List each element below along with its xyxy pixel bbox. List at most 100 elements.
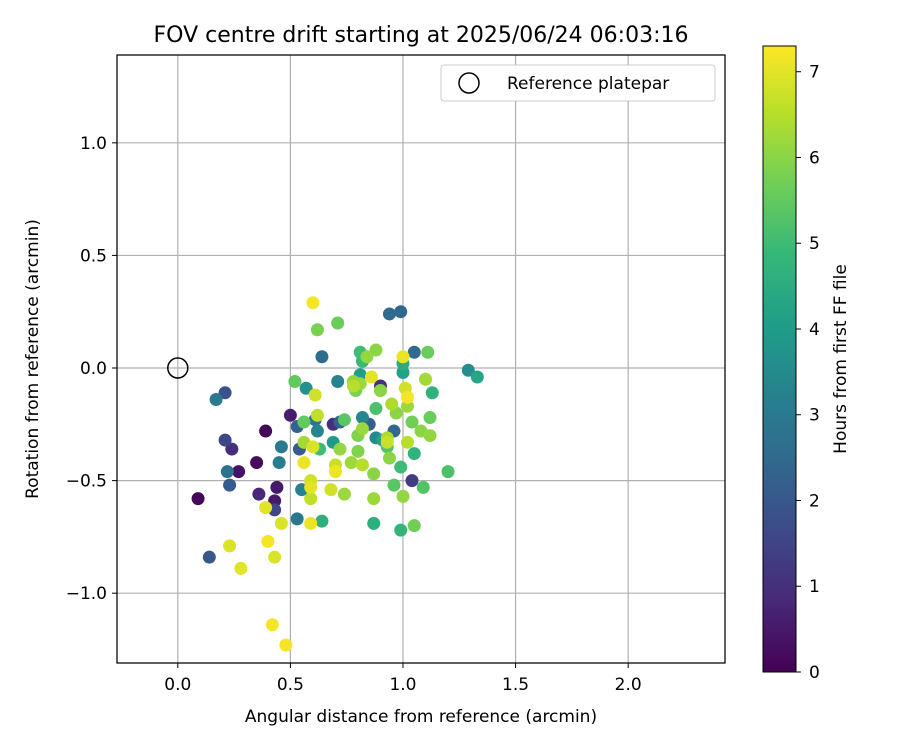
data-point	[274, 440, 288, 454]
data-point	[209, 393, 223, 407]
data-point	[344, 456, 358, 470]
x-tick-label: 1.5	[502, 675, 529, 695]
data-point	[367, 467, 381, 481]
gridlines	[117, 55, 725, 663]
data-point	[400, 390, 414, 404]
data-point	[290, 512, 304, 526]
data-point	[310, 408, 324, 422]
legend-marker-icon	[458, 72, 480, 94]
x-axis: 0.0 0.5 1.0 1.5 2.0	[164, 663, 642, 695]
data-point	[369, 343, 383, 357]
data-point	[423, 411, 437, 425]
colorbar-gradient	[762, 45, 797, 673]
data-point	[308, 388, 322, 402]
data-point	[234, 561, 248, 575]
data-point	[331, 316, 345, 330]
chart-title: FOV centre drift starting at 2025/06/24 …	[154, 23, 689, 48]
colorbar-tick-label: 1	[809, 577, 820, 597]
data-point	[346, 379, 360, 393]
data-point	[328, 465, 342, 479]
data-point	[315, 514, 329, 528]
colorbar-tick-label: 2	[809, 491, 820, 511]
data-point	[400, 399, 414, 413]
y-axis: 1.0 0.5 0.0 −0.5 −1.0	[66, 134, 117, 604]
data-point	[288, 375, 302, 389]
colorbar-tick-label: 5	[809, 234, 820, 254]
data-point	[367, 516, 381, 530]
data-point	[331, 375, 345, 389]
data-point	[272, 456, 286, 470]
colorbar: 0 1 2 3 4 5 6 7 Hours from first FF file	[762, 45, 851, 683]
y-axis-label: Rotation from reference (arcmin)	[23, 219, 43, 499]
data-point	[283, 408, 297, 422]
x-tick-label: 0.0	[164, 675, 191, 695]
data-point	[441, 465, 455, 479]
data-point	[400, 435, 414, 449]
y-tick-label: 0.0	[80, 359, 107, 379]
data-point	[250, 456, 264, 470]
data-point	[270, 480, 284, 494]
data-point	[405, 474, 419, 488]
data-point	[419, 372, 433, 386]
data-point	[394, 460, 408, 474]
y-tick-label: 0.5	[80, 246, 107, 266]
data-point	[297, 456, 311, 470]
colorbar-label: Hours from first FF file	[831, 264, 851, 454]
reference-marker	[167, 357, 189, 379]
data-point	[360, 350, 374, 364]
y-tick-label: 1.0	[80, 134, 107, 154]
x-tick-label: 1.0	[389, 675, 416, 695]
data-point	[202, 550, 216, 564]
data-point	[218, 386, 232, 400]
data-point	[306, 440, 320, 454]
reference-point-marker	[167, 357, 189, 379]
data-point	[304, 480, 318, 494]
data-point	[337, 413, 351, 427]
data-point	[259, 501, 273, 515]
data-point	[367, 492, 381, 506]
data-point	[369, 402, 383, 416]
data-point	[382, 307, 396, 321]
data-point	[220, 465, 234, 479]
data-point	[396, 489, 410, 503]
data-points	[191, 296, 484, 652]
data-point	[274, 516, 288, 530]
data-point	[333, 442, 347, 456]
x-axis-label: Angular distance from reference (arcmin)	[245, 707, 597, 727]
data-point	[380, 435, 394, 449]
data-point	[304, 516, 318, 530]
y-tick-label: −1.0	[66, 584, 107, 604]
data-point	[355, 458, 369, 472]
data-point	[421, 345, 435, 359]
data-point	[191, 492, 205, 506]
data-point	[425, 386, 439, 400]
data-point	[405, 415, 419, 429]
colorbar-tick-label: 4	[809, 320, 820, 340]
colorbar-tick-label: 7	[809, 63, 820, 83]
data-point	[394, 305, 408, 319]
data-point	[387, 478, 401, 492]
data-point	[351, 444, 365, 458]
legend-box	[440, 64, 716, 102]
data-point	[265, 618, 279, 632]
data-point	[225, 442, 239, 456]
data-point	[385, 397, 399, 411]
data-point	[394, 523, 408, 537]
data-point	[470, 370, 484, 384]
data-point	[373, 384, 387, 398]
colorbar-tick-label: 0	[809, 663, 820, 683]
data-point	[304, 492, 318, 506]
data-point	[355, 422, 369, 436]
data-point	[407, 519, 421, 533]
data-point	[382, 451, 396, 465]
plot-frame	[116, 54, 726, 664]
data-point	[396, 366, 410, 380]
data-point	[355, 411, 369, 425]
data-point	[407, 447, 421, 461]
data-point	[268, 550, 282, 564]
data-point	[218, 433, 232, 447]
data-point	[407, 345, 421, 359]
data-point	[337, 487, 351, 501]
data-point	[223, 478, 237, 492]
